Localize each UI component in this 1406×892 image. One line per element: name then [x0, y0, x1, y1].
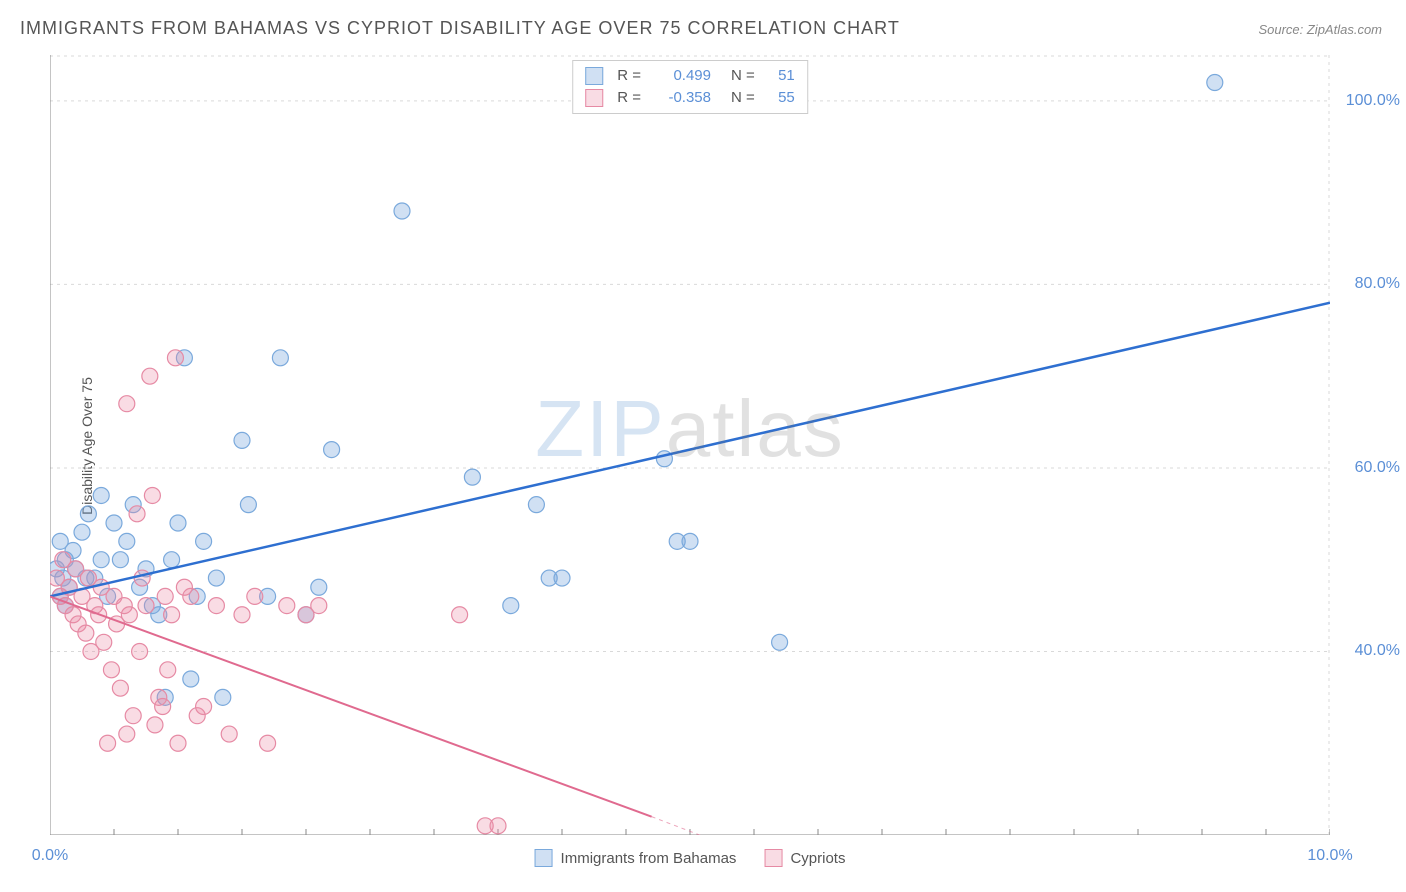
scatter-svg: [50, 55, 1330, 835]
chart-plot-area: ZIPatlas 40.0%60.0%80.0%100.0% 0.0%10.0%…: [50, 55, 1330, 835]
legend-swatch: [585, 67, 603, 85]
x-tick-label: 0.0%: [32, 847, 68, 865]
r-value: 0.499: [651, 65, 711, 87]
x-tick-label: 10.0%: [1307, 847, 1352, 865]
legend-series-label: Cypriots: [790, 850, 845, 867]
y-tick-label: 80.0%: [1355, 275, 1400, 293]
series-legend: Immigrants from Bahamas Cypriots: [535, 849, 846, 867]
r-value: -0.358: [651, 87, 711, 109]
source-label: Source: ZipAtlas.com: [1258, 22, 1382, 37]
legend-stat-row: R = 0.499 N = 51: [585, 65, 795, 87]
r-label: R =: [617, 87, 641, 109]
n-value: 51: [765, 65, 795, 87]
legend-series-label: Immigrants from Bahamas: [561, 850, 737, 867]
n-label: N =: [731, 65, 755, 87]
legend-stat-row: R = -0.358 N = 55: [585, 87, 795, 109]
n-value: 55: [765, 87, 795, 109]
y-tick-label: 40.0%: [1355, 642, 1400, 660]
legend-series-item: Immigrants from Bahamas: [535, 849, 737, 867]
correlation-legend: R = 0.499 N = 51 R = -0.358 N = 55: [572, 60, 808, 114]
y-tick-label: 100.0%: [1346, 92, 1400, 110]
n-label: N =: [731, 87, 755, 109]
legend-series-item: Cypriots: [764, 849, 845, 867]
legend-swatch: [764, 849, 782, 867]
legend-swatch: [585, 89, 603, 107]
chart-title: IMMIGRANTS FROM BAHAMAS VS CYPRIOT DISAB…: [20, 18, 900, 39]
y-tick-label: 60.0%: [1355, 459, 1400, 477]
r-label: R =: [617, 65, 641, 87]
legend-swatch: [535, 849, 553, 867]
